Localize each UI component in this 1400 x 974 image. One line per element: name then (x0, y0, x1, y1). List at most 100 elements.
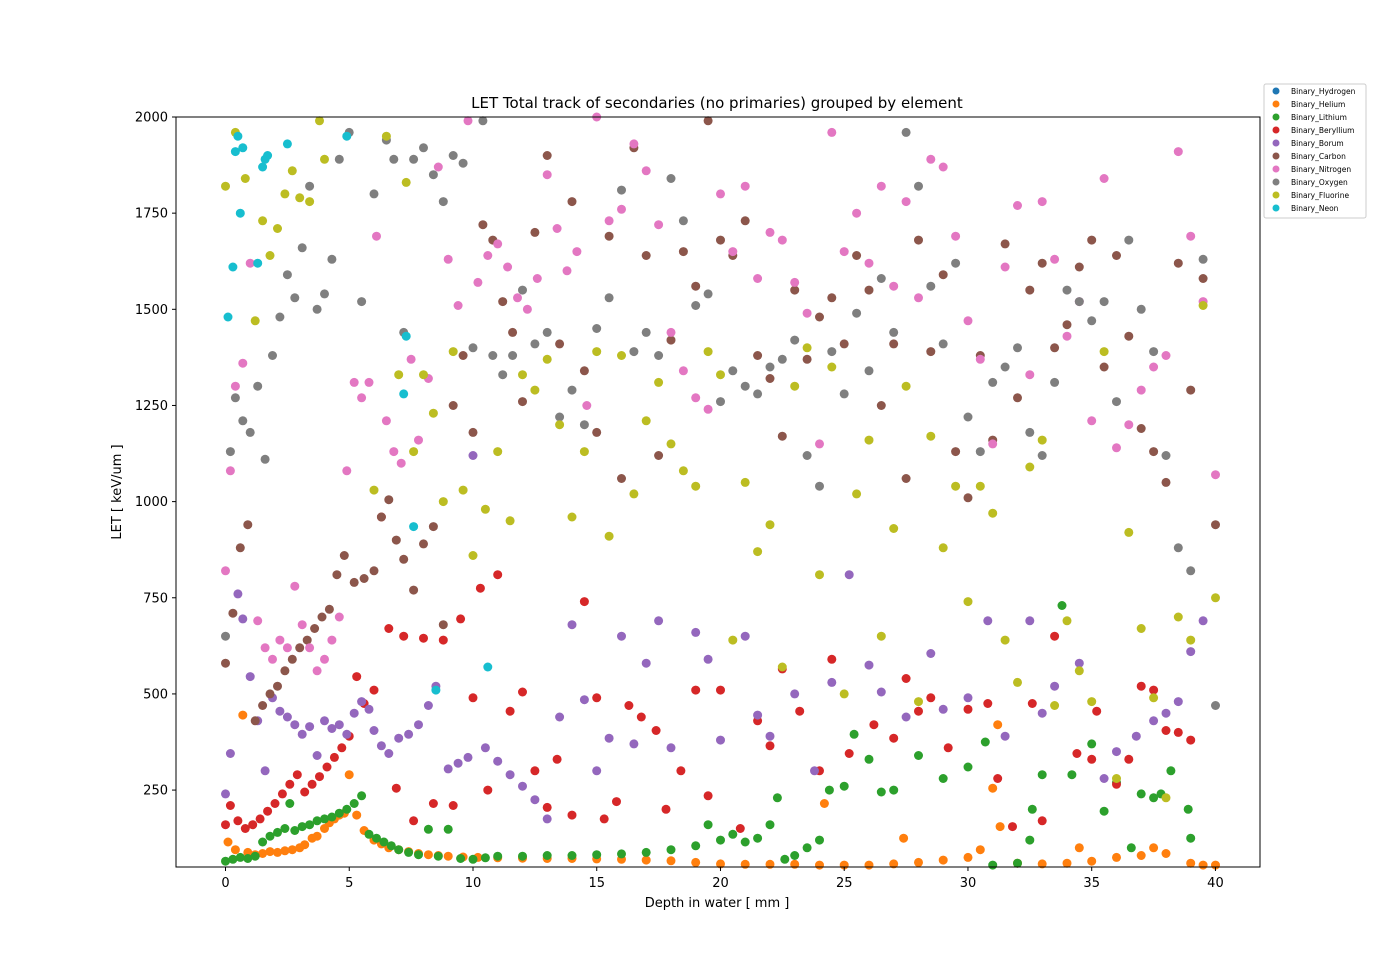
point-binary-helium-68 (1186, 858, 1196, 868)
point-binary-nitrogen-90 (1161, 351, 1171, 360)
point-binary-oxygen-77 (1050, 377, 1060, 387)
point-binary-beryllium-67 (963, 704, 973, 714)
point-binary-lithium-16 (334, 808, 344, 818)
point-binary-oxygen-7 (268, 351, 277, 360)
point-binary-oxygen-16 (334, 154, 344, 164)
point-binary-fluorine-26 (505, 516, 515, 526)
point-binary-borum-63 (938, 704, 948, 714)
point-binary-oxygen-58 (815, 481, 824, 491)
point-binary-helium-11 (300, 840, 310, 850)
legend-label: Binary_Hydrogen (1291, 87, 1356, 96)
point-binary-fluorine-11 (315, 116, 324, 126)
point-binary-fluorine-37 (641, 416, 651, 426)
point-binary-borum-64 (963, 693, 973, 703)
point-binary-nitrogen-43 (582, 401, 592, 410)
point-binary-beryllium-7 (270, 799, 280, 808)
point-binary-lithium-30 (456, 854, 466, 863)
point-binary-carbon-38 (555, 339, 565, 349)
point-binary-carbon-56 (777, 431, 787, 441)
point-binary-carbon-90 (1198, 274, 1208, 283)
point-binary-helium-62 (1074, 843, 1084, 853)
point-binary-carbon-66 (901, 474, 911, 483)
point-binary-nitrogen-6 (260, 643, 270, 653)
point-binary-helium-57 (993, 720, 1003, 730)
point-binary-carbon-13 (317, 612, 327, 622)
point-binary-carbon-85 (1136, 424, 1146, 433)
point-binary-borum-78 (1198, 616, 1208, 626)
point-binary-fluorine-45 (740, 477, 750, 487)
point-binary-fluorine-38 (654, 377, 664, 387)
point-binary-carbon-51 (716, 235, 725, 245)
point-binary-nitrogen-17 (342, 466, 352, 476)
point-binary-helium-69 (1198, 860, 1208, 870)
point-binary-carbon-42 (604, 231, 614, 241)
point-binary-nitrogen-66 (864, 258, 874, 268)
point-binary-lithium-6 (265, 831, 275, 841)
point-binary-carbon-41 (592, 427, 602, 437)
legend-label: Binary_Carbon (1291, 152, 1346, 161)
point-binary-fluorine-4 (258, 216, 268, 226)
point-binary-oxygen-54 (765, 362, 775, 372)
point-binary-fluorine-73 (1087, 697, 1097, 707)
point-binary-beryllium-50 (691, 685, 701, 695)
point-binary-nitrogen-22 (381, 416, 391, 426)
point-binary-carbon-46 (654, 451, 664, 460)
point-binary-nitrogen-41 (562, 266, 572, 276)
point-binary-nitrogen-15 (327, 635, 337, 645)
point-binary-carbon-45 (641, 251, 651, 260)
point-binary-oxygen-68 (938, 339, 948, 349)
point-binary-borum-49 (691, 627, 701, 637)
point-binary-oxygen-82 (1112, 397, 1121, 407)
point-binary-oxygen-18 (357, 297, 367, 307)
point-binary-fluorine-50 (802, 343, 812, 353)
point-binary-beryllium-59 (827, 654, 837, 664)
point-binary-borum-61 (901, 712, 911, 722)
point-binary-lithium-8 (280, 824, 290, 833)
point-binary-beryllium-22 (384, 624, 394, 633)
point-binary-nitrogen-39 (542, 170, 552, 180)
point-binary-lithium-53 (824, 785, 834, 795)
legend-label: Binary_Helium (1291, 100, 1345, 109)
point-binary-beryllium-11 (300, 787, 310, 797)
point-binary-borum-59 (864, 660, 874, 670)
point-binary-neon-2 (230, 147, 240, 157)
point-binary-helium-28 (423, 850, 433, 860)
point-binary-helium-67 (1161, 849, 1171, 858)
point-binary-oxygen-6 (260, 454, 270, 464)
point-binary-borum-10 (290, 720, 300, 730)
point-binary-nitrogen-47 (629, 139, 639, 149)
point-binary-fluorine-69 (1037, 435, 1047, 445)
point-binary-lithium-24 (394, 845, 404, 855)
point-binary-borum-45 (629, 739, 639, 749)
point-binary-carbon-22 (391, 535, 401, 545)
point-binary-lithium-3 (243, 854, 253, 863)
point-binary-borum-11 (297, 729, 307, 739)
point-binary-carbon-25 (419, 539, 428, 549)
point-binary-beryllium-46 (636, 712, 646, 722)
legend-marker (1272, 139, 1280, 147)
point-binary-nitrogen-76 (988, 439, 998, 449)
point-binary-beryllium-39 (552, 754, 562, 764)
point-binary-fluorine-6 (273, 224, 282, 233)
point-binary-helium-7 (273, 847, 282, 857)
point-binary-beryllium-61 (869, 720, 879, 730)
point-binary-oxygen-55 (777, 354, 787, 364)
point-binary-nitrogen-85 (1099, 174, 1109, 183)
point-binary-fluorine-39 (666, 439, 676, 449)
point-binary-borum-15 (327, 724, 337, 733)
point-binary-carbon-58 (802, 354, 812, 364)
point-binary-fluorine-46 (753, 547, 763, 557)
point-binary-nitrogen-54 (716, 189, 725, 199)
legend-label: Binary_Beryllium (1291, 126, 1354, 135)
point-binary-fluorine-44 (728, 635, 738, 645)
point-binary-lithium-18 (349, 799, 359, 808)
point-binary-fluorine-67 (1013, 677, 1022, 687)
point-binary-helium-2 (238, 710, 248, 720)
point-binary-oxygen-72 (988, 377, 998, 387)
point-binary-carbon-84 (1124, 331, 1134, 341)
point-binary-fluorine-76 (1124, 527, 1134, 537)
point-binary-oxygen-33 (508, 351, 518, 360)
point-binary-oxygen-74 (1013, 343, 1022, 353)
point-binary-lithium-48 (772, 793, 782, 803)
point-binary-helium-13 (312, 831, 322, 841)
